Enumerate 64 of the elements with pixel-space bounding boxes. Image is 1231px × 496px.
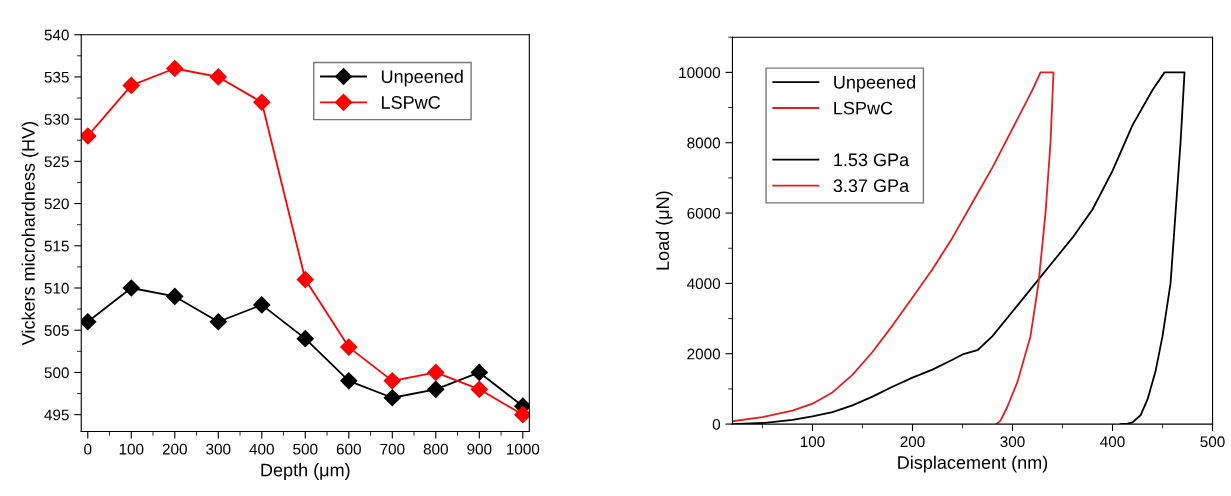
y-tick-label: 520 [44,198,69,210]
x-tick-label: 400 [1100,436,1125,448]
x-tick-label: 800 [423,443,448,455]
x-tick-label: 100 [119,443,144,455]
legend-label: Unpeened [834,75,916,93]
line-series [732,71,1055,425]
point [122,279,140,297]
point [81,313,97,331]
y-tick-label: 510 [44,282,69,294]
x-tick-label: 300 [206,443,231,455]
point [253,93,271,111]
x-tick-label: 700 [380,443,405,455]
point [383,372,401,390]
point [81,127,97,145]
y-tick-label: 6000 [687,207,721,219]
x-tick-label: 1000 [506,443,540,455]
annotation: 3.37 GPa [833,179,910,193]
y-tick-label: 530 [44,114,69,125]
x-tick-label: 200 [162,443,187,455]
point [296,330,314,348]
point [514,406,530,424]
x-tick-label: 400 [249,443,274,455]
x-tick-label: 200 [900,436,925,448]
x-tick-label: 300 [1000,436,1025,448]
point [383,389,401,407]
y-tick-label: 515 [44,240,69,252]
point [470,363,488,381]
x-axis-title: Depth (μm) [261,463,350,480]
x-tick-label: 500 [1200,436,1225,448]
y-tick-label: 540 [44,29,69,41]
point [166,59,184,78]
point [470,380,488,398]
x-tick-label: 900 [467,443,492,455]
x-axis-title: Displacement (nm) [898,455,1048,473]
y-axis-title: Vickers microhardness (HV) [21,122,39,346]
x-tick-label: 100 [800,436,825,448]
y-tick-label: 495 [44,409,69,421]
point [296,271,314,289]
point [340,338,358,356]
point [209,313,227,331]
legend-label: Unpeened [381,69,463,87]
y-tick-label: 4000 [687,278,721,290]
x-tick-label: 500 [293,443,318,455]
point [340,372,358,390]
y-axis-title: Load (μN) [655,191,673,270]
y-tick-label: 500 [44,367,69,379]
y-tick-label: 8000 [687,137,721,149]
annotation: 1.53 GPa [834,153,910,167]
point [209,68,227,86]
legend-label: LSPwC [834,101,893,115]
y-tick-label: 10000 [679,67,721,79]
y-tick-label: 0 [712,418,721,430]
x-tick-label: 600 [336,443,361,455]
y-tick-label: 2000 [687,348,721,360]
point [122,76,140,94]
legend-label: LSPwC [382,96,441,109]
point [253,296,271,314]
y-tick-label: 535 [44,71,69,83]
x-tick-label: 0 [84,443,92,455]
point [427,380,445,398]
point [427,363,445,381]
y-tick-label: 505 [44,325,69,336]
y-tick-label: 525 [44,156,69,168]
point [166,287,184,305]
